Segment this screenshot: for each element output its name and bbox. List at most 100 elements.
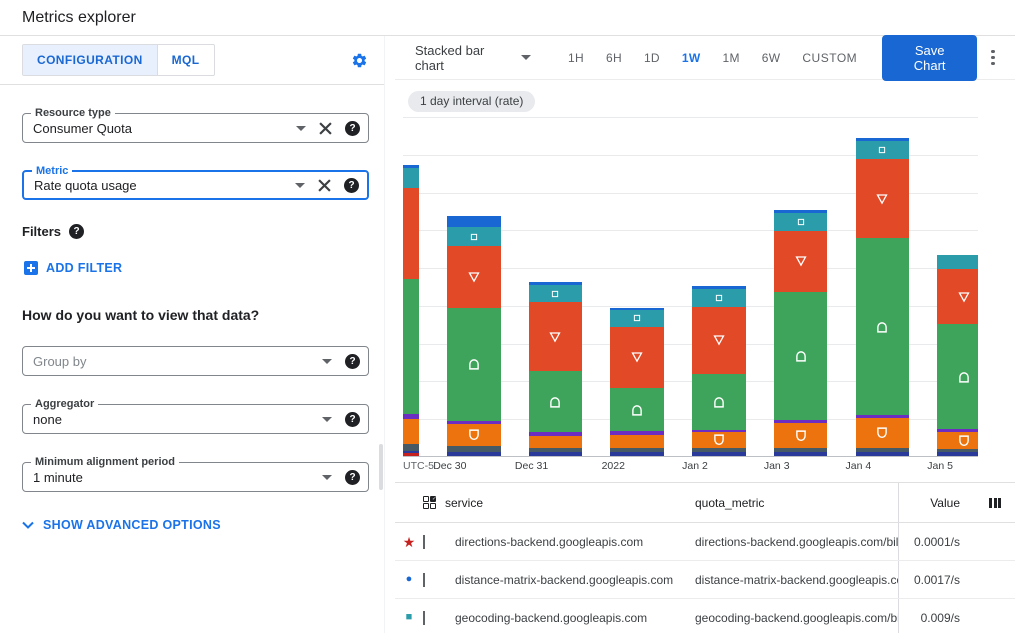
help-icon[interactable]: ? xyxy=(345,469,360,485)
bar-segment-series-slate xyxy=(692,447,746,453)
bar-segment-series-navy xyxy=(937,452,978,456)
chevron-down-icon xyxy=(521,55,532,60)
bar-segment-series-teal xyxy=(447,227,501,247)
add-filter-button[interactable]: ADD FILTER xyxy=(24,261,369,275)
column-settings-icon[interactable] xyxy=(970,497,1015,508)
metric-value: Rate quota usage xyxy=(34,177,137,193)
triangle-down-marker-icon xyxy=(713,335,725,346)
show-advanced-options-button[interactable]: SHOW ADVANCED OPTIONS xyxy=(22,518,369,532)
help-icon[interactable]: ? xyxy=(69,224,85,239)
x-tick xyxy=(450,456,451,457)
table-row[interactable]: ■ geocoding-backend.googleapis.com geoco… xyxy=(395,599,1015,633)
bar-segment-series-orange xyxy=(610,435,664,449)
help-icon[interactable]: ? xyxy=(345,120,360,136)
bar-segment-series-teal xyxy=(855,140,910,159)
chart-type-value: Stacked bar chart xyxy=(415,42,485,73)
min-alignment-select[interactable]: Minimum alignment period 1 minute ? xyxy=(22,456,369,492)
table-row[interactable]: ★ directions-backend.googleapis.com dire… xyxy=(395,523,1015,561)
quota-metric-cell: geocoding-backend.googleapis.com/billab xyxy=(695,610,898,625)
tab-mql[interactable]: MQL xyxy=(156,45,214,75)
bar-segment-series-red xyxy=(855,158,910,239)
add-box-icon xyxy=(24,261,38,275)
range-button-1d[interactable]: 1D xyxy=(643,50,660,65)
interval-chip: 1 day interval (rate) xyxy=(408,91,536,112)
bar-segment-series-navy xyxy=(773,452,828,456)
bar-segment-series-blue xyxy=(773,210,828,214)
x-axis-labels: UTC-5 Dec 30 Dec 31 2022 Jan 2 Jan 3 Jan 4 Jan … xyxy=(403,460,978,480)
range-button-1h[interactable]: 1H xyxy=(568,50,584,65)
clear-icon[interactable] xyxy=(318,178,331,192)
bar-segment-series-green xyxy=(692,373,746,430)
x-tick-label: Dec 30 xyxy=(433,460,467,472)
left-panel-scrollbar[interactable] xyxy=(379,444,383,490)
bar-segment-series-red xyxy=(610,326,664,388)
bar-segment-series-orange xyxy=(403,419,419,444)
resource-type-select[interactable]: Resource type Consumer Quota ? xyxy=(22,107,369,143)
range-button-1m[interactable]: 1M xyxy=(722,50,740,65)
row-checkbox[interactable] xyxy=(423,572,425,587)
arch-marker-icon xyxy=(468,359,479,370)
filters-label: Filters xyxy=(22,224,62,239)
x-tick-label: 2022 xyxy=(601,460,625,472)
service-cell: geocoding-backend.googleapis.com xyxy=(455,610,648,625)
stacked-bar-Dec 31 xyxy=(528,282,583,456)
gridline xyxy=(403,381,978,383)
help-icon[interactable]: ? xyxy=(345,353,360,369)
row-checkbox[interactable] xyxy=(423,534,425,549)
help-icon[interactable]: ? xyxy=(344,177,359,193)
bar-segment-series-slate xyxy=(937,449,978,453)
range-button-6h[interactable]: 6H xyxy=(605,50,622,65)
range-button-6w[interactable]: 6W xyxy=(761,50,781,65)
table-row[interactable]: ● distance-matrix-backend.googleapis.com… xyxy=(395,561,1015,599)
square-marker-icon xyxy=(879,146,886,154)
range-button-custom[interactable]: CUSTOM xyxy=(802,50,858,65)
gear-icon[interactable] xyxy=(351,52,368,69)
bar-segment-series-green xyxy=(855,238,910,415)
bar-segment-series-red xyxy=(528,302,583,371)
more-options-icon[interactable] xyxy=(991,49,995,66)
save-chart-button[interactable]: Save Chart xyxy=(882,34,978,81)
gridline xyxy=(403,230,978,232)
clear-icon[interactable] xyxy=(319,121,332,135)
aggregator-value: none xyxy=(33,411,62,427)
metric-select[interactable]: Metric Rate quota usage ? xyxy=(22,165,369,200)
timezone-label: UTC-5 xyxy=(403,460,434,472)
aggregator-select[interactable]: Aggregator none ? xyxy=(22,398,369,434)
chart-toolbar: Stacked bar chart 1H 6H 1D 1W 1M 6W CUSTOM Sav… xyxy=(395,34,1015,81)
bar-segment-series-teal xyxy=(610,309,664,327)
select-all-icon[interactable] xyxy=(423,496,436,509)
add-filter-label: ADD FILTER xyxy=(46,261,123,275)
bar-segment-series-orange xyxy=(692,432,746,448)
row-checkbox[interactable] xyxy=(423,610,425,625)
bar-segment-series-purple xyxy=(403,413,419,420)
table-divider xyxy=(395,482,1015,483)
range-button-1w[interactable]: 1W xyxy=(681,50,701,65)
x-tick-label: Jan 5 xyxy=(927,460,953,472)
triangle-down-marker-icon xyxy=(631,352,643,363)
square-marker-icon xyxy=(634,315,641,322)
legend-table: service quota_metric Value ★ directions-… xyxy=(395,483,1015,633)
x-tick xyxy=(777,456,778,457)
triangle-down-marker-icon xyxy=(468,272,480,283)
chart-plot: 0.18/s0.16/s0.14/s0.12/s0.1/s0.08/s0.06/… xyxy=(403,117,978,457)
chevron-down-icon xyxy=(296,125,306,131)
tab-configuration[interactable]: CONFIGURATION xyxy=(23,45,157,75)
tabset: CONFIGURATION MQL xyxy=(22,44,215,76)
bar-segment-series-blue xyxy=(447,216,501,228)
bar-segment-series-teal xyxy=(403,167,419,188)
bar-segment-series-green xyxy=(403,279,419,414)
view-data-question: How do you want to view that data? xyxy=(22,307,260,323)
resource-type-label: Resource type xyxy=(31,107,115,119)
arch-marker-icon xyxy=(795,351,806,362)
triangle-down-marker-icon xyxy=(795,256,807,268)
square-marker-icon xyxy=(797,219,804,226)
group-by-select[interactable]: Group by ? xyxy=(22,346,369,376)
chart-type-dropdown[interactable]: Stacked bar chart xyxy=(415,42,532,73)
help-icon[interactable]: ? xyxy=(345,411,360,427)
triangle-down-marker-icon xyxy=(549,331,562,343)
service-cell: distance-matrix-backend.googleapis.com xyxy=(455,572,674,587)
bar-segment-series-green xyxy=(773,291,828,421)
quota-metric-cell: distance-matrix-backend.googleapis.com/l xyxy=(695,572,898,587)
value-cell: 0.009/s xyxy=(898,599,970,633)
x-tick-label: Jan 2 xyxy=(682,460,708,472)
